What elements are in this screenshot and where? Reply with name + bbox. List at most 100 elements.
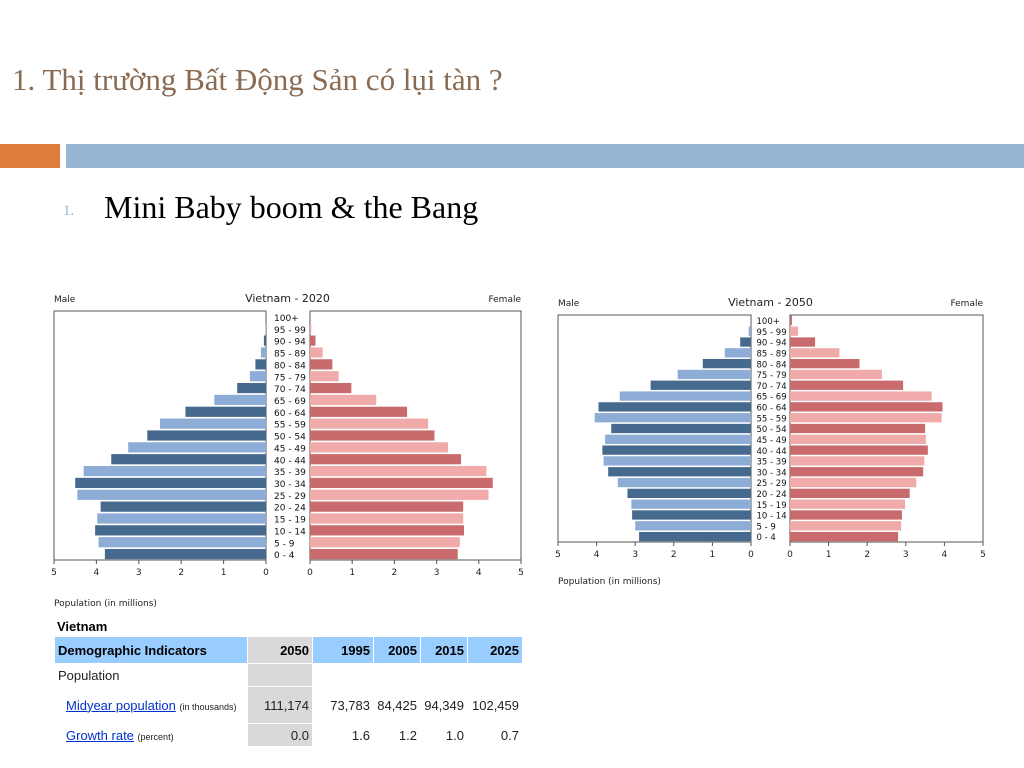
age-group-label: 35 - 39 <box>757 458 787 468</box>
bar-female <box>310 525 465 536</box>
age-group-label: 35 - 39 <box>274 468 306 478</box>
bar-female <box>310 489 489 500</box>
x-tick-label: 2 <box>671 550 677 560</box>
age-group-label: 45 - 49 <box>757 436 787 446</box>
x-axis-label: Population (in millions) <box>54 599 157 609</box>
demographic-indicators-table: Demographic Indicators 2050 1995 2005 20… <box>54 636 523 747</box>
table-cell: 111,174 <box>247 686 313 724</box>
male-label: Male <box>54 295 76 305</box>
x-tick-label: 2 <box>178 568 184 578</box>
x-tick-label: 5 <box>518 568 524 578</box>
bar-female <box>310 548 458 560</box>
x-tick-label: 0 <box>307 568 313 578</box>
midyear-population-link[interactable]: Midyear population <box>66 697 176 713</box>
bar-male <box>104 548 266 560</box>
table-cell: 102,459 <box>467 686 523 724</box>
bar-female <box>790 413 942 423</box>
female-label: Female <box>950 299 983 309</box>
age-group-label: 50 - 54 <box>274 433 306 443</box>
bar-female <box>790 510 902 520</box>
bar-female <box>790 369 882 380</box>
bar-male <box>594 413 751 423</box>
x-tick-label: 5 <box>980 550 986 560</box>
table-cell: 1.6 <box>312 723 374 747</box>
age-group-label: 40 - 44 <box>757 447 787 457</box>
bar-female <box>790 358 860 369</box>
bar-male <box>602 445 751 455</box>
x-tick-label: 1 <box>221 568 227 578</box>
table-cell: 1.0 <box>420 723 468 747</box>
bar-male <box>724 348 751 358</box>
age-group-label: 100+ <box>274 314 299 324</box>
bar-female <box>790 445 928 455</box>
age-group-label: 75 - 79 <box>274 373 306 383</box>
bar-female <box>790 499 906 509</box>
table-cell <box>247 663 313 687</box>
age-group-label: 30 - 34 <box>274 480 306 490</box>
row-note: (in thousands) <box>179 701 237 712</box>
x-tick-label: 4 <box>94 568 100 578</box>
age-group-label: 85 - 89 <box>757 349 787 359</box>
bar-male <box>702 358 751 369</box>
age-group-label: 0 - 4 <box>757 533 776 543</box>
table-cell <box>467 663 523 687</box>
age-group-label: 10 - 14 <box>757 512 787 522</box>
table-header-cell: 2005 <box>373 636 421 664</box>
bar-male <box>740 337 751 347</box>
age-group-label: 25 - 29 <box>274 492 306 502</box>
bar-male <box>639 531 751 542</box>
x-tick-label: 1 <box>826 550 832 560</box>
bar-male <box>95 525 267 536</box>
x-tick-label: 0 <box>263 568 269 578</box>
table-cell: 94,349 <box>420 686 468 724</box>
x-tick-label: 3 <box>903 550 909 560</box>
bar-female <box>790 380 904 390</box>
bar-male <box>237 382 266 394</box>
age-group-label: 80 - 84 <box>274 361 306 371</box>
bar-female <box>310 394 377 406</box>
x-tick-label: 3 <box>632 550 638 560</box>
table-header-cell: 1995 <box>312 636 374 664</box>
growth-rate-link[interactable]: Growth rate <box>66 727 134 743</box>
age-group-label: 45 - 49 <box>274 444 306 454</box>
age-group-label: 100+ <box>757 317 780 327</box>
age-group-label: 15 - 19 <box>274 516 306 526</box>
bar-female <box>790 521 902 531</box>
age-group-label: 60 - 64 <box>274 409 306 419</box>
female-label: Female <box>488 295 521 305</box>
bar-female <box>790 477 917 488</box>
bullet-number: 1. <box>63 203 75 219</box>
bar-female <box>310 513 464 524</box>
bar-male <box>77 489 266 500</box>
age-group-label: 5 - 9 <box>274 539 295 549</box>
bar-female <box>790 402 943 412</box>
age-group-label: 60 - 64 <box>757 404 787 414</box>
age-group-label: 15 - 19 <box>757 501 787 511</box>
bar-male <box>748 326 751 336</box>
bar-male <box>619 391 751 401</box>
bar-female <box>310 465 487 477</box>
x-tick-label: 4 <box>942 550 948 560</box>
x-tick-label: 5 <box>51 568 57 578</box>
bar-female <box>790 434 926 444</box>
x-tick-label: 0 <box>748 550 754 560</box>
bar-male <box>611 423 751 434</box>
x-tick-label: 0 <box>787 550 793 560</box>
bar-male <box>677 369 751 380</box>
x-tick-label: 2 <box>864 550 870 560</box>
bar-female <box>310 371 339 382</box>
x-tick-label: 1 <box>710 550 716 560</box>
age-group-label: 75 - 79 <box>757 371 787 381</box>
bar-female <box>790 456 925 466</box>
bar-female <box>310 335 316 346</box>
x-tick-label: 4 <box>594 550 600 560</box>
x-tick-label: 5 <box>555 550 561 560</box>
age-group-label: 50 - 54 <box>757 425 787 435</box>
bar-male <box>255 359 266 370</box>
age-group-label: 20 - 24 <box>757 490 787 500</box>
population-pyramid-2020: Male Female Vietnam - 2020 100+ 95 - 99 90 - … <box>51 292 524 609</box>
bar-female <box>790 337 816 347</box>
table-header-label: Demographic Indicators <box>54 636 248 664</box>
x-axis-label: Population (in millions) <box>558 577 661 587</box>
